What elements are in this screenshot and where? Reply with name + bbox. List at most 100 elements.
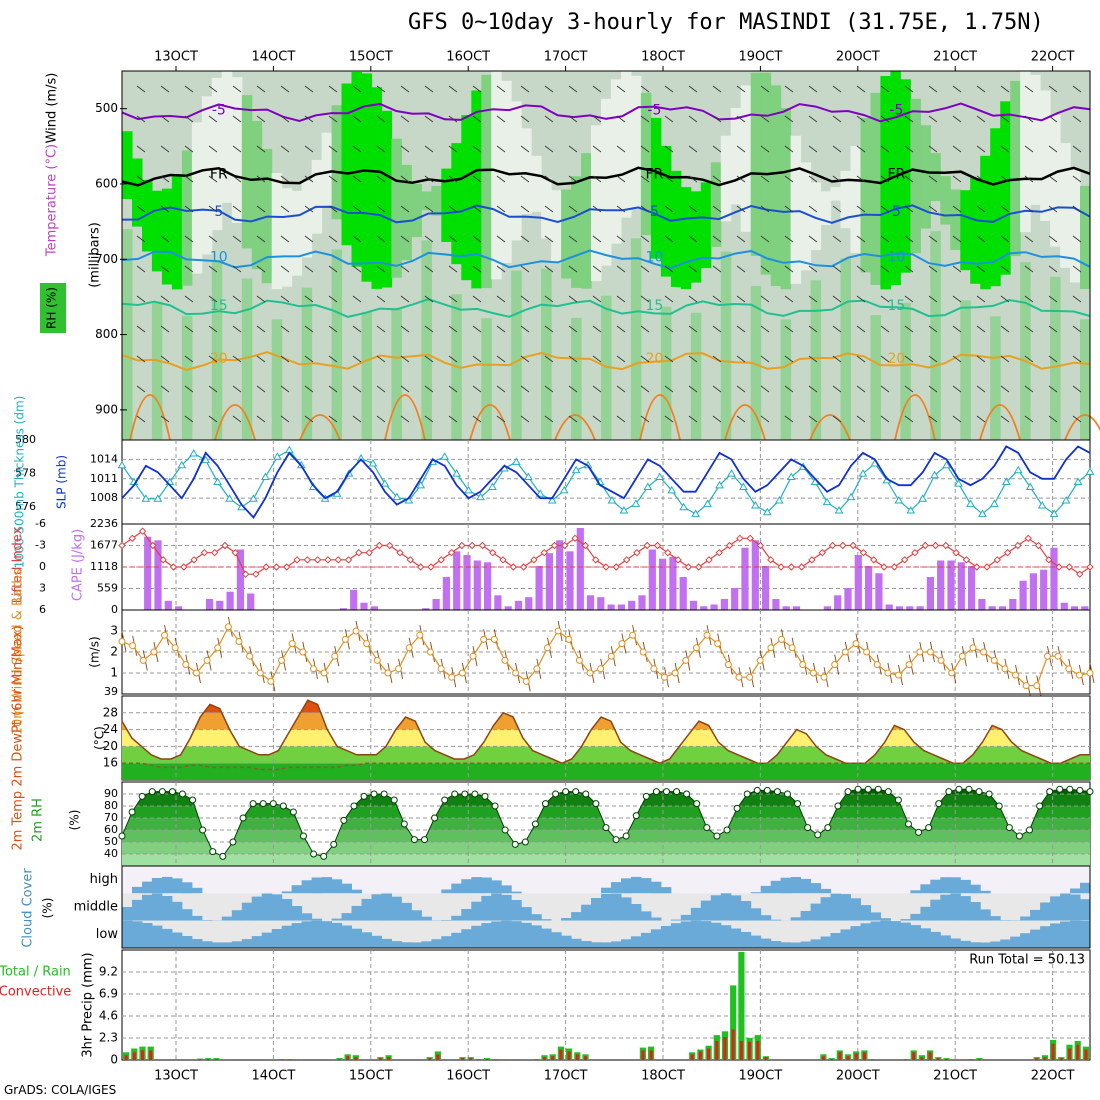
rh-cell: [151, 190, 163, 272]
precip-convective-bar: [936, 1058, 940, 1060]
thickness-marker: [762, 507, 772, 516]
cape-bar: [576, 528, 584, 610]
wind-speed-marker: [575, 656, 583, 664]
wind-barb: [352, 85, 362, 93]
rh-cell: [780, 319, 792, 440]
wind-barb: [952, 355, 962, 363]
rh-marker: [320, 852, 328, 860]
cloud-level-label: high: [90, 872, 118, 887]
wind-barb: [640, 235, 650, 243]
cloud-cell: [351, 928, 362, 948]
cape-bar: [504, 606, 512, 610]
wind-barb: [688, 175, 698, 183]
rh-marker: [289, 808, 297, 816]
wind-speed-marker: [235, 638, 243, 645]
cloud-cell: [1070, 888, 1081, 894]
li-marker: [1045, 556, 1053, 564]
wind-barb: [808, 85, 818, 93]
warm-contour: [1064, 414, 1100, 441]
run-total-annotation: Run Total = 50.13: [969, 953, 1085, 968]
wind-barb: [976, 355, 986, 363]
cloud-cell: [950, 877, 961, 894]
cloud-cell: [1000, 920, 1011, 921]
wind-barb: [904, 205, 914, 213]
li-marker: [1075, 570, 1084, 578]
wind-speed-marker: [469, 652, 477, 660]
rh-cell: [561, 189, 572, 279]
cape-bar: [659, 558, 667, 610]
wind-barb: [544, 355, 554, 363]
rh-marker: [179, 790, 186, 798]
wind-barb: [232, 85, 242, 93]
rh-marker: [1076, 786, 1084, 794]
wind-barb: [784, 85, 794, 93]
wind-speed-marker: [852, 640, 860, 648]
li-marker: [540, 548, 548, 557]
precip-convective-bar: [838, 1052, 842, 1060]
wind-barb: [880, 145, 890, 153]
wind-barb: [136, 325, 146, 333]
li-marker: [190, 556, 198, 564]
thickness-marker: [1025, 482, 1035, 491]
cloud-cell: [191, 939, 203, 948]
wind-barb: [664, 175, 674, 183]
wind-barb: [1072, 205, 1082, 213]
wind-axis-label: Wind (m/s): [45, 73, 60, 144]
cloud-cell: [940, 894, 951, 921]
wind-speed-marker: [288, 640, 296, 648]
cape-bar: [854, 555, 862, 610]
wind-barb: [496, 175, 506, 183]
cloud-cell: [660, 887, 672, 894]
wind-barb: [520, 385, 530, 393]
wind-barb: [880, 265, 890, 273]
wind-barb: [784, 265, 794, 273]
cape-bar: [947, 560, 955, 610]
wind-barb: [856, 115, 866, 123]
li-axis-label: Lifted Index: [11, 526, 26, 603]
wind-barb: [1000, 295, 1010, 303]
thickness-marker: [942, 460, 951, 469]
wind-barb: [280, 115, 290, 123]
wind-barb: [520, 235, 530, 243]
rh-cell: [840, 258, 851, 440]
wind-barb: [832, 265, 842, 273]
precip-convective-bar: [214, 1059, 218, 1060]
wind-barb: [952, 85, 962, 93]
thickness-marker: [990, 499, 999, 507]
wind-barb: [952, 175, 962, 183]
rh-band: [122, 830, 1090, 842]
rh-cell: [241, 95, 253, 249]
wind-barb: [856, 355, 866, 363]
rh-cell: [800, 162, 812, 271]
wind-barb: [400, 115, 410, 123]
cloud-cell: [1060, 921, 1071, 948]
cloud-cell: [910, 913, 921, 921]
wind-speed-marker: [1086, 669, 1094, 677]
wind-barb: [976, 115, 986, 123]
wind-barb: [760, 265, 770, 273]
warm-contour: [979, 404, 1021, 441]
wind-barb: [856, 325, 866, 333]
rh-cell: [810, 182, 822, 251]
li-marker: [571, 534, 579, 543]
cloud-cell: [551, 932, 562, 948]
rh-marker: [521, 838, 529, 846]
wind-barb: [496, 385, 506, 393]
cloud-cell: [341, 925, 352, 948]
thickness-marker: [858, 469, 868, 477]
thickness-marker: [380, 479, 390, 487]
wind-barb: [592, 325, 602, 333]
cloud-cell: [291, 923, 303, 948]
cloud-cell: [181, 936, 193, 948]
wind-speed-marker: [650, 665, 658, 673]
wind-barb: [1024, 355, 1034, 363]
cloud-cell: [321, 877, 333, 894]
rh-cell: [720, 251, 732, 440]
wind-barb: [880, 235, 890, 243]
cape-bar: [525, 597, 533, 610]
rh-cell: [670, 170, 682, 287]
cloud-cell: [151, 878, 163, 894]
cloud-cell: [541, 928, 552, 948]
wind-barb: [976, 205, 986, 213]
wind-barb: [496, 85, 506, 93]
